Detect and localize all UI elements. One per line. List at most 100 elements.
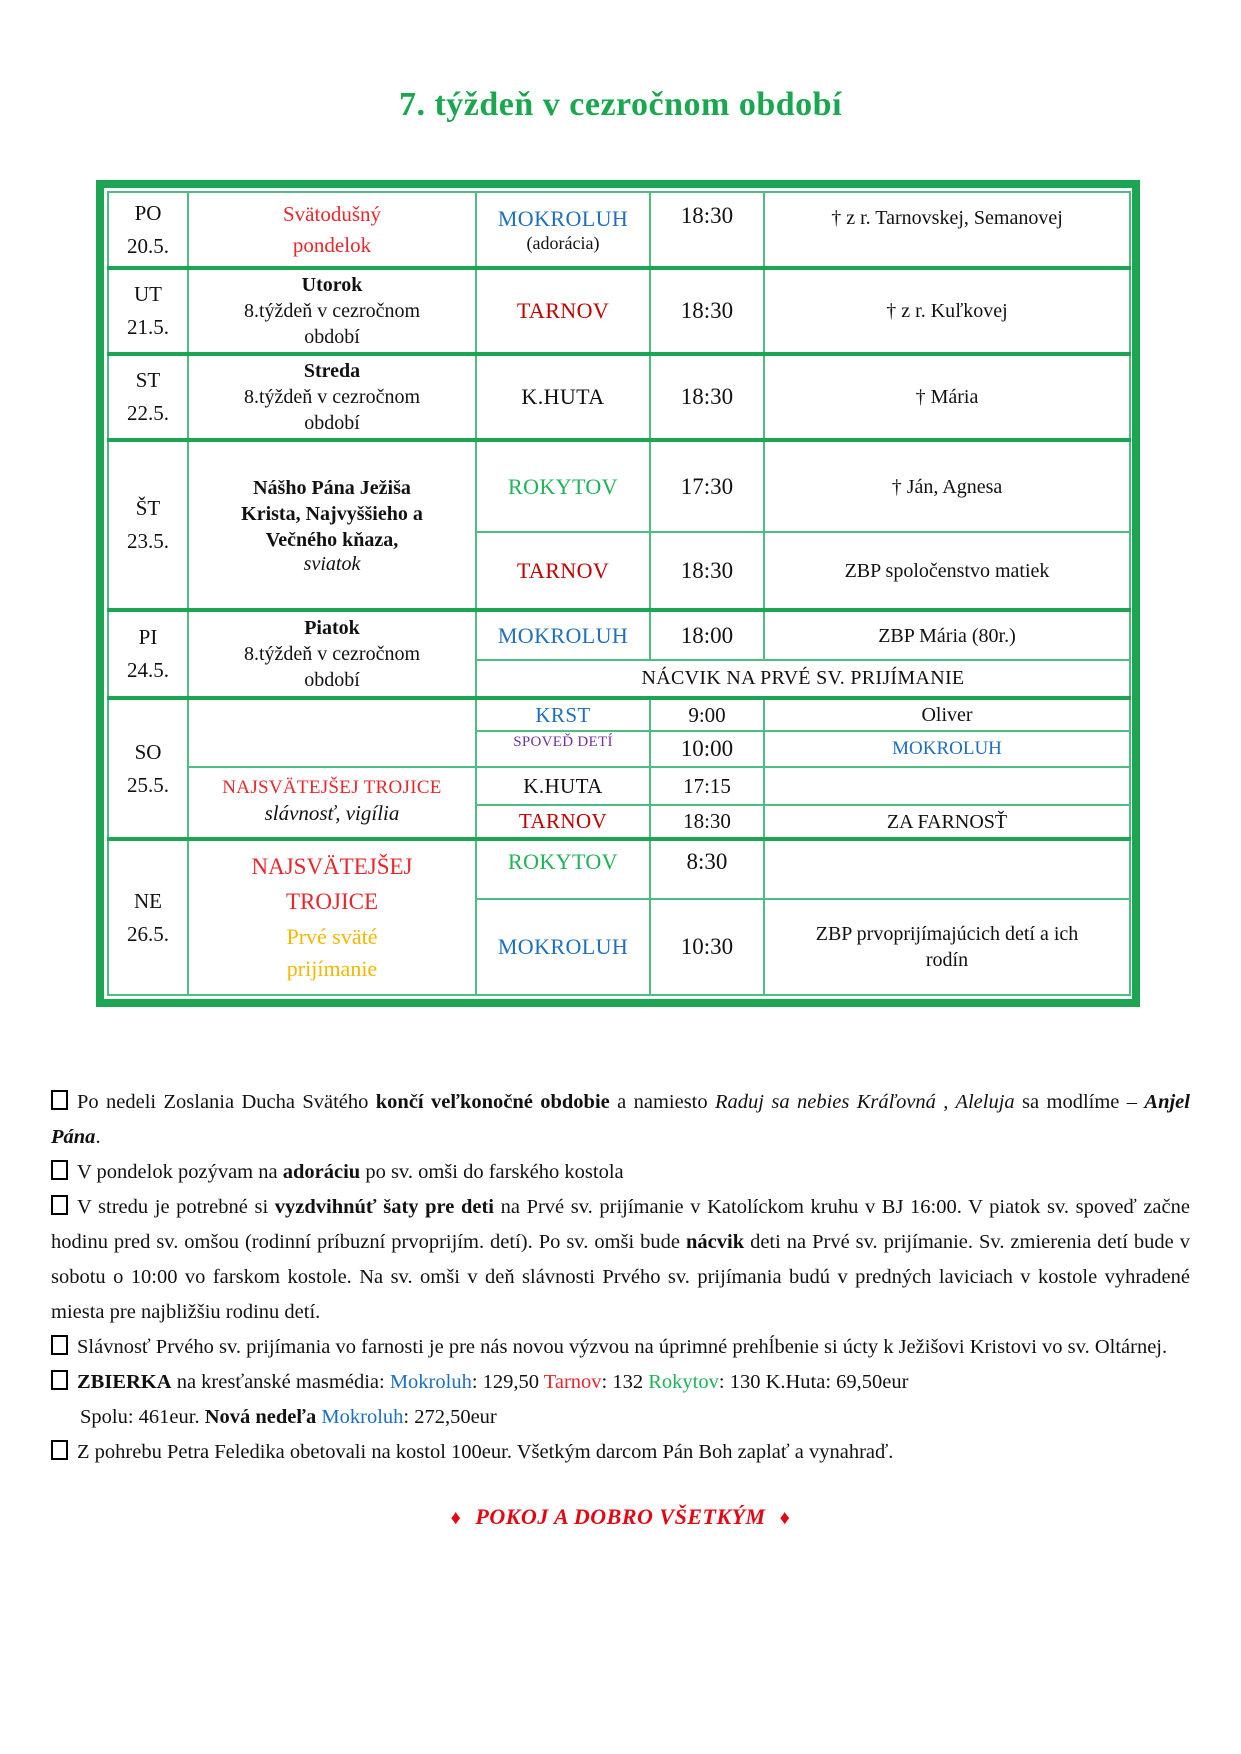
time-cell: 18:30 bbox=[649, 531, 765, 611]
note-segment: ZBIERKA bbox=[77, 1371, 172, 1393]
day-cell: PO 20.5. bbox=[107, 191, 189, 269]
day-abbr: PI bbox=[138, 625, 158, 650]
feast-name: Nášho Pána Ježiša Krista, Najvyššieho a … bbox=[241, 476, 423, 551]
note-segment: Spolu: 461eur. bbox=[80, 1406, 205, 1428]
note-segment: : 129,50 bbox=[471, 1371, 544, 1393]
day-date: 26.5. bbox=[127, 921, 169, 946]
feast-subtitle: sviatok bbox=[303, 552, 361, 575]
time-cell: 17:30 bbox=[649, 438, 765, 533]
day-date: 23.5. bbox=[127, 529, 169, 553]
intention-cell: ZBP prvoprijímajúcich detí a ich rodín bbox=[763, 898, 1131, 996]
note-segment: V stredu je potrebné si bbox=[77, 1196, 275, 1218]
note-5-continuation: Spolu: 461eur. Nová nedeľa Mokroluh: 272… bbox=[51, 1400, 1190, 1435]
note-segment: Tarnov bbox=[543, 1371, 602, 1393]
row-st-23b: TARNOV 18:30 ZBP spoločenstvo matiek bbox=[108, 531, 1131, 611]
note-segment: a namiesto bbox=[609, 1091, 716, 1113]
row-pi: PI 24.5. Piatok 8.týždeň v cezročnom obd… bbox=[107, 608, 1131, 699]
day-cell: ŠT 23.5. bbox=[107, 438, 189, 611]
note-segment: Raduj sa nebies Kráľovná , Aleluja bbox=[715, 1091, 1015, 1113]
feast-cell: Svätodušný pondelok bbox=[187, 191, 477, 269]
note-segment: V pondelok pozývam na bbox=[77, 1161, 283, 1183]
note-segment: Mokroluh bbox=[321, 1406, 404, 1428]
day-abbr: SO bbox=[134, 739, 162, 764]
time-cell: 9:00 bbox=[649, 696, 765, 732]
note-3: V stredu je potrebné si vyzdvihnúť šaty … bbox=[51, 1190, 1190, 1330]
footer-text: POKOJ A DOBRO VŠETKÝM bbox=[475, 1504, 766, 1529]
note-segment: nácvik bbox=[686, 1231, 745, 1253]
place-name: K.HUTA bbox=[521, 384, 605, 409]
feast-subtitle: 8.týždeň v cezročnom období bbox=[243, 300, 421, 348]
place-name: TARNOV bbox=[516, 557, 610, 583]
place-cell: K.HUTA bbox=[475, 766, 651, 806]
note-5: ZBIERKA na kresťanské masmédia: Mokroluh… bbox=[51, 1365, 1190, 1400]
row-so-b: SPOVEĎ DETÍ 10:00 MOKROLUH bbox=[108, 730, 1131, 768]
intention-cell: MOKROLUH bbox=[763, 730, 1131, 768]
feast-name: NAJSVÄTEJŠEJ TROJICE bbox=[222, 776, 442, 798]
feast-subtitle: 8.týždeň v cezročnom období bbox=[243, 386, 421, 434]
day-abbr: PO bbox=[134, 200, 162, 225]
row-st: ST 22.5. Streda 8.týždeň v cezročnom obd… bbox=[107, 352, 1131, 441]
banner-cell: NÁCVIK NA PRVÉ SV. PRIJÍMANIE bbox=[475, 659, 1131, 699]
place-cell: TARNOV bbox=[475, 804, 651, 840]
note-1: Po nedeli Zoslania Ducha Svätého končí v… bbox=[51, 1085, 1190, 1155]
feast-cell-empty bbox=[187, 696, 477, 768]
row-ne: NE 26.5. NAJSVÄTEJŠEJ TROJICE Prvé sväté… bbox=[107, 837, 1131, 996]
intention-cell: ZBP Mária (80r.) bbox=[763, 608, 1131, 661]
time-cell: 18:30 bbox=[649, 804, 765, 840]
intention-cell: ZBP spoločenstvo matiek bbox=[763, 531, 1131, 611]
place-cell: TARNOV bbox=[475, 531, 651, 611]
note-segment: Po nedeli Zoslania Ducha Svätého bbox=[77, 1091, 376, 1113]
feast-name: NAJSVÄTEJŠEJ TROJICE bbox=[251, 854, 413, 914]
note-segment: Nová nedeľa bbox=[204, 1406, 317, 1428]
note-6: Z pohrebu Petra Feledika obetovali na ko… bbox=[51, 1435, 1190, 1470]
place-cell: MOKROLUH (adorácia) bbox=[475, 191, 651, 269]
time-cell: 18:30 bbox=[649, 266, 765, 355]
day-cell: NE 26.5. bbox=[107, 837, 189, 996]
note-segment: deti na Prvé sv. prijímanie. Sv. zmieren… bbox=[51, 1231, 1190, 1323]
feast-name: Svätodušný pondelok bbox=[282, 202, 381, 257]
checkbox-icon bbox=[51, 1090, 68, 1110]
note-segment: : 272,50eur bbox=[403, 1406, 497, 1428]
day-abbr: UT bbox=[134, 282, 162, 307]
checkbox-icon bbox=[51, 1335, 68, 1355]
note-segment: vyzdvihnúť šaty pre deti bbox=[274, 1196, 494, 1218]
place-name: MOKROLUH bbox=[497, 934, 629, 959]
checkbox-icon bbox=[51, 1440, 68, 1460]
day-date: 20.5. bbox=[127, 233, 169, 258]
place-cell: K.HUTA bbox=[475, 352, 651, 441]
feast-cell: NAJSVÄTEJŠEJ TROJICE slávnosť, vigília bbox=[187, 766, 477, 840]
checkbox-icon bbox=[51, 1195, 68, 1215]
row-so-d: TARNOV 18:30 ZA FARNOSŤ bbox=[108, 804, 1131, 840]
intention-cell: † Mária bbox=[763, 352, 1131, 441]
note-segment: Rokytov bbox=[648, 1371, 719, 1393]
feast-subtitle: slávnosť, vigília bbox=[264, 800, 400, 825]
row-pi-banner: NÁCVIK NA PRVÉ SV. PRIJÍMANIE bbox=[108, 659, 1131, 699]
row-so: SO 25.5. KRST 9:00 Oliver bbox=[107, 696, 1131, 840]
intention-cell: † z r. Tarnovskej, Semanovej bbox=[763, 191, 1131, 269]
note-segment: po sv. omši do farského kostola bbox=[360, 1161, 624, 1183]
note-segment: končí veľkonočné obdobie bbox=[375, 1091, 610, 1113]
feast-cell: NAJSVÄTEJŠEJ TROJICE Prvé sväté prijíman… bbox=[187, 837, 477, 996]
feast-name: Streda bbox=[303, 360, 361, 382]
note-segment: Mokroluh bbox=[389, 1371, 472, 1393]
checkbox-icon bbox=[51, 1370, 68, 1390]
diamond-icon: ♦ bbox=[450, 1507, 462, 1529]
row-ut: UT 21.5. Utorok 8.týždeň v cezročnom obd… bbox=[107, 266, 1131, 355]
place-cell: ROKYTOV bbox=[475, 438, 651, 533]
time-cell: 18:00 bbox=[649, 608, 765, 661]
feast-name: Utorok bbox=[301, 274, 363, 296]
schedule-table-frame: PO 20.5. Svätodušný pondelok MOKROLUH (a… bbox=[96, 180, 1140, 1007]
place-name: TARNOV bbox=[518, 809, 608, 833]
place-name: MOKROLUH bbox=[497, 205, 629, 231]
row-st-23: ŠT 23.5. Nášho Pána Ježiša Krista, Najvy… bbox=[107, 438, 1131, 611]
feast-cell: Nášho Pána Ježiša Krista, Najvyššieho a … bbox=[187, 438, 477, 611]
time-cell: 18:30 bbox=[649, 352, 765, 441]
time-cell: 17:15 bbox=[649, 766, 765, 806]
day-date: 21.5. bbox=[127, 315, 169, 339]
day-cell: PI 24.5. bbox=[107, 608, 189, 699]
note-4: Slávnosť Prvého sv. prijímania vo farnos… bbox=[51, 1330, 1190, 1365]
day-date: 25.5. bbox=[127, 772, 169, 797]
note-segment: adoráciu bbox=[282, 1161, 361, 1183]
note-segment: : 130 K.Huta: 69,50eur bbox=[718, 1371, 909, 1393]
row-ne-b: MOKROLUH 10:30 ZBP prvoprijímajúcich det… bbox=[108, 898, 1131, 996]
